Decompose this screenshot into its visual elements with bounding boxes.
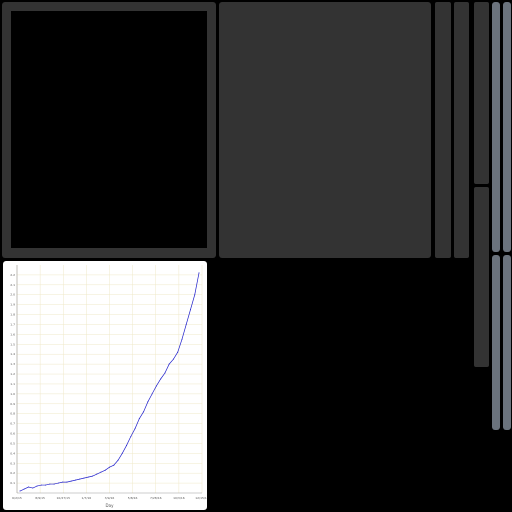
x-tick-label: 8/9/15: [35, 496, 45, 500]
y-tick-label: 2.0: [10, 293, 15, 297]
data-point: [91, 475, 93, 477]
y-tick-label: 1.8: [10, 313, 15, 317]
side-strip-3-top[interactable]: [474, 2, 489, 184]
data-point: [57, 482, 59, 484]
y-tick-label: 1.0: [10, 392, 15, 396]
data-point: [49, 483, 51, 485]
data-point: [143, 411, 145, 413]
x-axis-label: Day: [106, 503, 115, 508]
data-point: [117, 459, 119, 461]
side-strip-3-bottom[interactable]: [474, 187, 489, 367]
data-point: [100, 471, 102, 473]
data-point: [134, 428, 136, 430]
window-viewport: [11, 11, 207, 248]
y-tick-label: 0.8: [10, 412, 15, 416]
x-tick-label: 10/27/15: [57, 496, 71, 500]
data-point: [66, 481, 68, 483]
data-point: [151, 393, 153, 395]
y-tick-label: 0.1: [10, 481, 15, 485]
data-point: [198, 272, 200, 274]
data-point: [172, 358, 174, 360]
data-point: [147, 401, 149, 403]
x-tick-label: 3/9/16: [105, 496, 115, 500]
data-point: [164, 372, 166, 374]
x-tick-label: 6/2/15: [12, 496, 22, 500]
data-point: [32, 487, 34, 489]
side-strip-2[interactable]: [454, 2, 469, 258]
x-tick-label: 10/3/16: [173, 496, 185, 500]
window-panel-main: [219, 2, 431, 258]
y-tick-label: 1.6: [10, 332, 15, 336]
data-point: [87, 476, 89, 478]
data-point: [168, 363, 170, 365]
y-tick-label: 2.1: [10, 283, 15, 287]
y-tick-label: 1.3: [10, 362, 15, 366]
data-point: [45, 484, 47, 486]
data-point: [109, 466, 110, 468]
data-point: [155, 385, 157, 387]
data-point: [121, 452, 123, 454]
data-point: [36, 485, 38, 487]
scrollbar-rail-4[interactable]: [503, 255, 511, 430]
y-tick-label: 1.5: [10, 342, 15, 346]
data-point: [104, 469, 106, 471]
x-tick-label: 5/8/16: [128, 496, 138, 500]
y-tick-label: 0.3: [10, 461, 15, 465]
y-tick-label: 0.9: [10, 402, 15, 406]
y-tick-label: 1.1: [10, 382, 15, 386]
y-tick-label: 0.4: [10, 451, 15, 455]
data-point: [23, 488, 25, 490]
y-tick-label: 2.2: [10, 273, 15, 277]
data-point: [74, 479, 76, 481]
data-point: [53, 483, 55, 485]
data-point: [138, 418, 140, 420]
scrollbar-rail-1[interactable]: [492, 2, 500, 252]
data-point: [181, 338, 183, 340]
x-tick-label: 7/28/16: [150, 496, 162, 500]
scrollbar-rail-2[interactable]: [503, 2, 511, 252]
data-point: [83, 477, 85, 479]
y-tick-label: 1.7: [10, 322, 15, 326]
data-point: [126, 444, 128, 446]
data-point: [113, 464, 115, 466]
y-tick-label: 0.7: [10, 422, 15, 426]
data-point: [70, 480, 72, 482]
data-point: [185, 323, 187, 325]
data-point: [189, 309, 191, 311]
data-point: [28, 486, 30, 488]
y-tick-label: 0.2: [10, 471, 15, 475]
chart-card: 0.1 0.2 0.3 0.4 0.5 0.6 0.7 0.8 0.9 1.0 1.1 1.2 1.3 1…: [3, 261, 207, 510]
data-point: [160, 378, 162, 380]
data-point: [19, 490, 21, 492]
y-tick-label: 0.6: [10, 432, 15, 436]
x-tick-label: 1/7/16: [82, 496, 92, 500]
data-point: [177, 351, 179, 353]
data-point: [62, 481, 64, 483]
data-point: [96, 473, 98, 475]
data-point: [194, 294, 196, 296]
y-tick-label: 1.2: [10, 372, 15, 376]
data-point: [40, 484, 42, 486]
line-chart: 0.1 0.2 0.3 0.4 0.5 0.6 0.7 0.8 0.9 1.0 1.1 1.2 1.3 1…: [10, 265, 207, 508]
data-point: [79, 478, 81, 480]
y-tick-label: 1.4: [10, 352, 15, 356]
data-point: [130, 435, 132, 437]
y-tick-label: 1.9: [10, 303, 15, 307]
y-tick-label: 0.5: [10, 441, 15, 445]
scrollbar-rail-3[interactable]: [492, 255, 500, 430]
x-tick-label: 12/15/16: [195, 496, 207, 500]
side-strip-1[interactable]: [435, 2, 451, 258]
